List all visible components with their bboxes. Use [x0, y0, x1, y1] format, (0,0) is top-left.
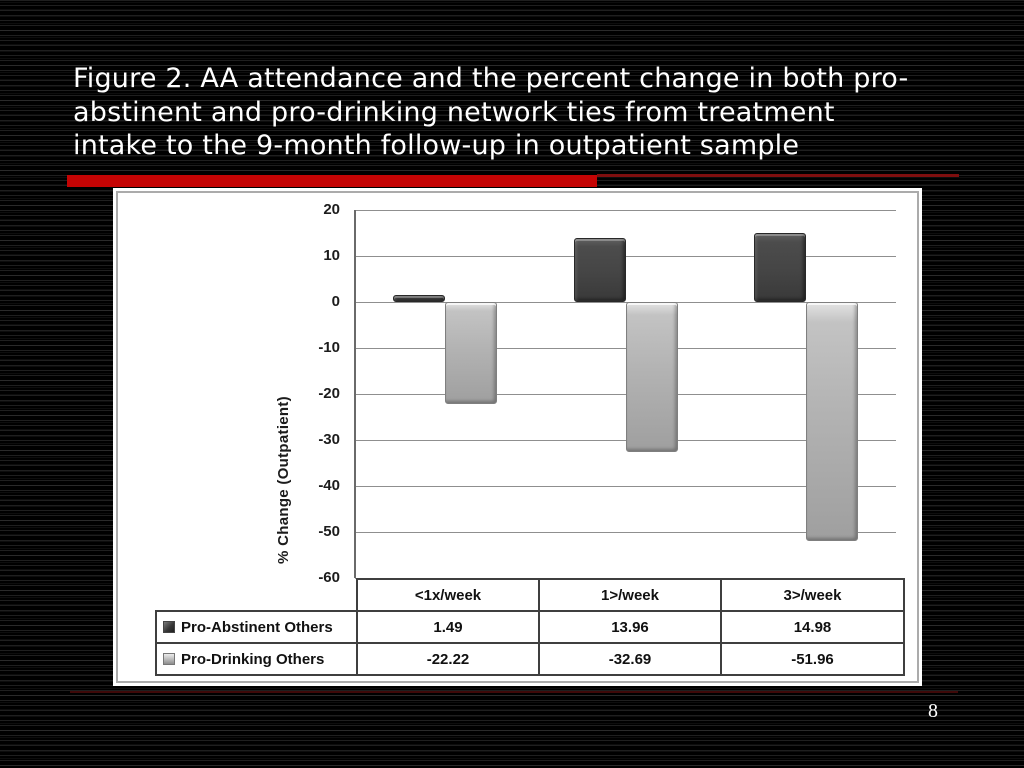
bar-pro-abstinent-others [393, 295, 446, 302]
gridline [355, 532, 896, 533]
table-value: 13.96 [538, 610, 722, 644]
y-tick-label: 10 [323, 247, 340, 264]
y-tick-label: -50 [318, 523, 340, 540]
bar-pro-drinking-others [445, 302, 498, 405]
gridline [355, 210, 896, 211]
y-tick-label: -60 [318, 569, 340, 586]
series-label: Pro-Drinking Others [155, 642, 358, 676]
gridline [355, 256, 896, 257]
y-tick-label: -40 [318, 477, 340, 494]
bar-pro-drinking-others [625, 302, 678, 453]
chart-panel: % Change (Outpatient) 20 10 0 -10 -20 -30 -40-… [113, 188, 922, 686]
table-row: Pro-Abstinent Others 1.49 13.96 14.98 [155, 610, 905, 644]
y-tick-label: -30 [318, 431, 340, 448]
legend-swatch-pro-drinking [163, 652, 175, 665]
table-value: -22.22 [356, 642, 540, 676]
title-line-2: abstinent and pro-drinking network ties … [73, 96, 835, 128]
table-value: -32.69 [538, 642, 722, 676]
bar-pro-abstinent-others [573, 237, 626, 302]
y-tick-label: -10 [318, 339, 340, 356]
table-row: Pro-Drinking Others -22.22 -32.69 -51.96 [155, 642, 905, 676]
table-corner-blank [156, 579, 357, 611]
y-tick-label: 0 [331, 293, 340, 310]
bar-pro-drinking-others [805, 302, 858, 542]
page-number: 8 [928, 700, 938, 722]
y-axis-line [354, 210, 356, 578]
title-underline-line [597, 174, 959, 177]
gridline [355, 486, 896, 487]
y-tick-label: 20 [323, 201, 340, 218]
title-underline-bar [67, 175, 597, 187]
data-table: <1x/week 1>/week 3>/week Pro-Abstinent Othe… [155, 578, 905, 676]
table-header-3: 3>/week [720, 578, 905, 612]
title-line-1: Figure 2. AA attendance and the percent … [73, 63, 909, 94]
y-tick-label: -20 [318, 385, 340, 402]
table-value: -51.96 [720, 642, 905, 676]
bottom-accent-line [70, 691, 958, 693]
series-label: Pro-Abstinent Others [155, 610, 358, 644]
table-header-2: 1>/week [538, 578, 722, 612]
table-value: 14.98 [720, 610, 905, 644]
table-header-1: <1x/week [356, 578, 540, 612]
title-line-3: intake to the 9-month follow-up in outpa… [73, 130, 800, 161]
table-value: 1.49 [356, 610, 540, 644]
bar-pro-abstinent-others [753, 233, 806, 302]
plot-area [354, 210, 896, 579]
legend-swatch-pro-abstinent [163, 620, 175, 633]
slide-title: Figure 2. AA attendance and the percent … [73, 62, 908, 163]
